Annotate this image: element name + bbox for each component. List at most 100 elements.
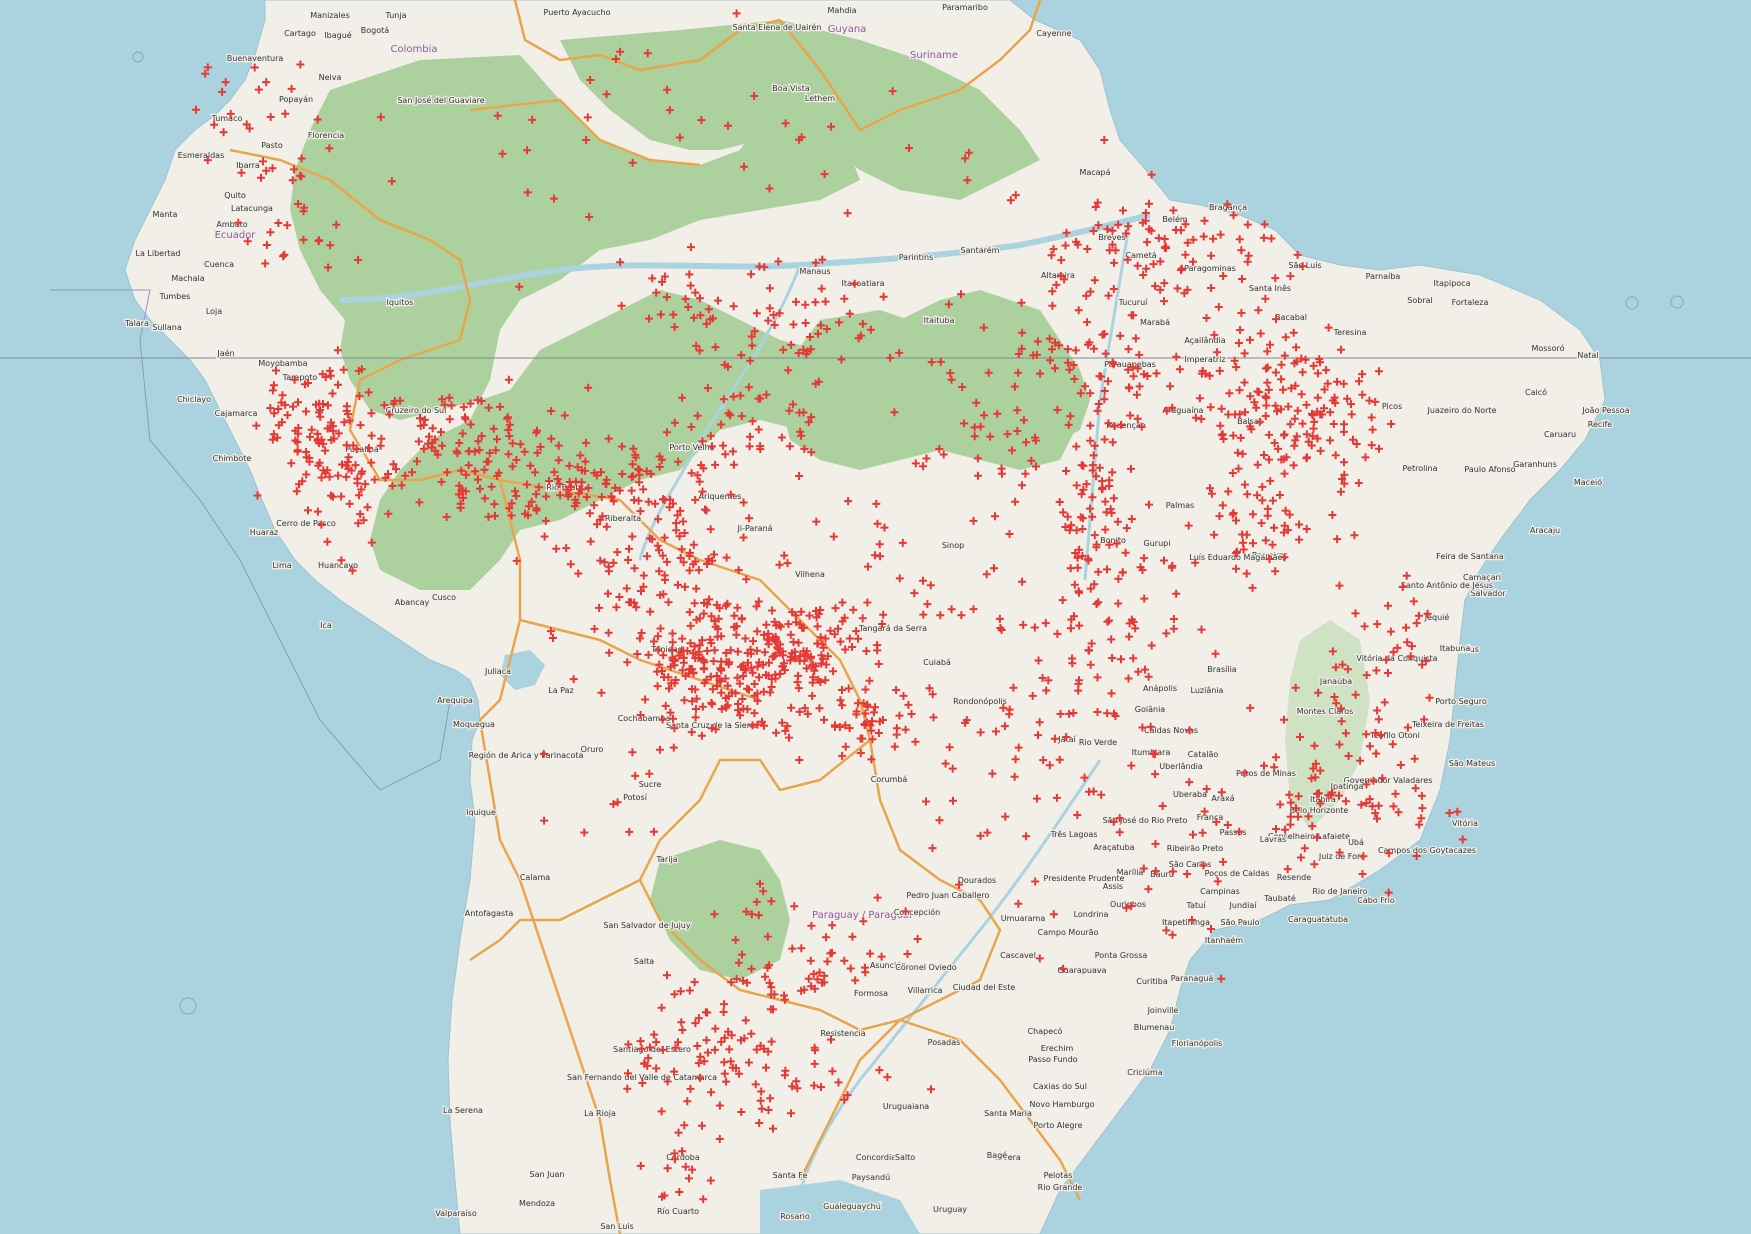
fire-cross-icon [1207, 284, 1216, 292]
fire-cross-icon [693, 1042, 702, 1050]
fire-cross-icon [1169, 206, 1178, 215]
fire-cross-icon [1066, 412, 1075, 421]
fire-cross-icon [597, 468, 605, 477]
fire-cross-icon [627, 598, 635, 607]
fire-cross-icon [1074, 306, 1083, 315]
fire-cross-icon [573, 463, 582, 472]
city-label: Caldas Novas [1144, 726, 1198, 735]
fire-cross-icon [327, 418, 336, 427]
fire-cross-icon [287, 84, 296, 93]
fire-cross-icon [554, 456, 563, 465]
fire-cross-icon [1125, 384, 1134, 393]
fire-cross-icon [1189, 830, 1197, 839]
fire-cross-icon [480, 494, 489, 503]
fire-cross-icon [458, 429, 467, 438]
fire-cross-icon [726, 646, 735, 655]
fire-cross-icon [1139, 864, 1148, 873]
fire-cross-icon [1375, 444, 1383, 453]
city-label: Gualeguaychú [823, 1202, 881, 1211]
fire-cross-icon [696, 1073, 705, 1082]
city-label: Franca [1197, 813, 1224, 822]
fire-cross-icon [1409, 597, 1418, 606]
fire-cross-icon [711, 343, 720, 352]
fire-cross-icon [707, 724, 716, 733]
fire-cross-icon [252, 421, 261, 430]
fire-cross-icon [1093, 673, 1102, 682]
fire-cross-icon [661, 575, 669, 584]
fire-cross-icon [1338, 660, 1347, 669]
fire-cross-icon [461, 487, 470, 496]
fire-cross-icon [623, 658, 632, 667]
fire-cross-icon [760, 630, 769, 639]
city-label: Chimbote [213, 454, 252, 463]
city-label: Guarapuava [1057, 966, 1106, 975]
city-label: Itacoatiara [841, 279, 884, 288]
fire-cross-icon [1101, 525, 1110, 534]
city-label: São José do Rio Preto [1103, 815, 1188, 825]
fire-cross-icon [636, 1037, 645, 1046]
fire-cross-icon [892, 724, 901, 733]
fire-cross-icon [1072, 237, 1081, 246]
fire-cross-icon [678, 1147, 687, 1156]
fire-cross-icon [764, 640, 773, 649]
fire-cross-icon [1149, 749, 1158, 758]
fire-cross-icon [527, 497, 536, 506]
fire-cross-icon [1038, 674, 1047, 682]
fire-cross-icon [686, 281, 695, 290]
fire-cross-icon [552, 544, 561, 553]
fire-cross-icon [783, 722, 792, 731]
fire-cross-icon [1337, 345, 1345, 354]
fire-cross-icon [1224, 487, 1233, 496]
fire-cross-icon [686, 639, 695, 648]
fire-cross-icon [1129, 372, 1138, 381]
fire-cross-icon [1246, 335, 1254, 344]
fire-cross-icon [673, 511, 682, 520]
fire-cross-icon [717, 688, 726, 697]
fire-cross-icon [1089, 451, 1098, 460]
fire-cross-icon [1254, 306, 1263, 315]
fire-cross-icon [1145, 199, 1153, 208]
fire-cross-icon [1300, 844, 1309, 853]
fire-cross-icon [880, 523, 889, 532]
fire-cross-icon [289, 402, 297, 411]
fire-cross-icon [668, 646, 677, 654]
fire-cross-icon [653, 667, 662, 676]
fire-markers [192, 9, 1467, 1204]
fire-cross-icon [763, 932, 772, 941]
fire-cross-icon [262, 241, 271, 249]
fire-cross-icon [965, 148, 973, 157]
fire-cross-icon [1067, 521, 1076, 530]
fire-cross-icon [1005, 530, 1014, 538]
fire-cross-icon [1331, 663, 1340, 672]
fire-cross-icon [304, 506, 312, 515]
fire-cross-icon [367, 458, 376, 467]
fire-cross-icon [1093, 198, 1102, 207]
fire-cross-icon [984, 368, 993, 377]
fire-cross-icon [988, 769, 997, 778]
fire-cross-icon [295, 480, 303, 489]
fire-cross-icon [1053, 629, 1062, 638]
fire-cross-icon [1209, 234, 1218, 243]
fire-cross-icon [807, 921, 816, 930]
fire-cross-icon [1126, 411, 1135, 420]
fire-cross-icon [607, 492, 616, 501]
fire-cross-icon [1068, 654, 1077, 663]
fire-cross-icon [791, 654, 800, 663]
fire-cross-icon [702, 506, 711, 515]
fire-cross-icon [1008, 446, 1016, 455]
fire-cross-icon [616, 47, 625, 56]
fire-cross-icon [1073, 553, 1082, 562]
fire-cross-icon [747, 663, 756, 672]
fire-cross-icon [609, 497, 618, 506]
fire-cross-icon [1125, 632, 1134, 641]
fire-cross-icon [733, 673, 742, 682]
fire-cross-icon [641, 695, 650, 704]
city-label: Uruguaiana [883, 1102, 929, 1111]
fire-cross-icon [665, 106, 674, 115]
fire-cross-icon [838, 617, 847, 626]
fire-cross-icon [755, 673, 764, 682]
fire-cross-icon [680, 529, 689, 537]
fire-cross-icon [683, 1097, 692, 1106]
